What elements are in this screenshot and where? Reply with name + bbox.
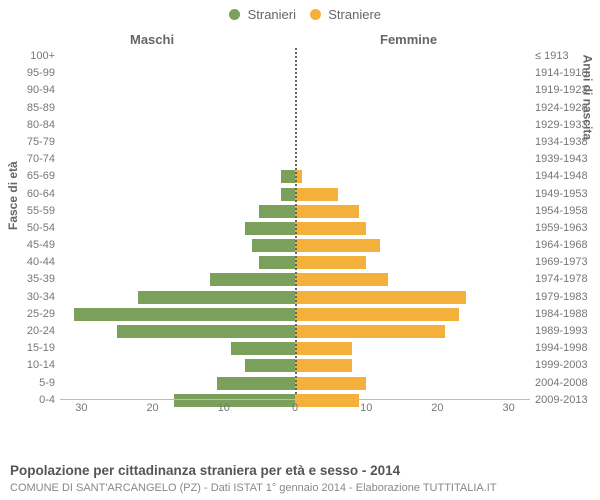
age-label: 30-34 xyxy=(10,289,55,306)
legend-label-female: Straniere xyxy=(328,7,381,22)
age-label: 100+ xyxy=(10,48,55,65)
age-label: 75-79 xyxy=(10,134,55,151)
birth-years-label: 2004-2008 xyxy=(535,375,595,392)
bar-male xyxy=(281,170,295,183)
legend-label-male: Stranieri xyxy=(248,7,296,22)
birth-years-label: 1984-1988 xyxy=(535,306,595,323)
chart-source: COMUNE DI SANT'ARCANGELO (PZ) - Dati IST… xyxy=(10,482,497,494)
birth-years-label: 1924-1928 xyxy=(535,100,595,117)
bar-female xyxy=(295,342,352,355)
bar-female xyxy=(295,205,359,218)
birth-years-label: 1959-1963 xyxy=(535,220,595,237)
x-tick-label: 20 xyxy=(431,402,443,414)
birth-years-label: 1934-1938 xyxy=(535,134,595,151)
age-label: 10-14 xyxy=(10,357,55,374)
bar-female xyxy=(295,222,366,235)
x-axis: 30 20 10 0 10 20 30 xyxy=(60,399,530,428)
legend: Stranieri Straniere xyxy=(0,6,600,22)
x-tick-label: 20 xyxy=(146,402,158,414)
age-label: 85-89 xyxy=(10,100,55,117)
bar-male xyxy=(252,239,295,252)
plot-area: 100+≤ 191395-991914-191890-941919-192385… xyxy=(60,48,530,428)
age-label: 90-94 xyxy=(10,82,55,99)
birth-years-label: 1964-1968 xyxy=(535,237,595,254)
bar-female xyxy=(295,188,338,201)
age-label: 0-4 xyxy=(10,392,55,409)
bar-male xyxy=(231,342,295,355)
age-label: 50-54 xyxy=(10,220,55,237)
birth-years-label: 1979-1983 xyxy=(535,289,595,306)
age-label: 95-99 xyxy=(10,65,55,82)
age-label: 5-9 xyxy=(10,375,55,392)
birth-years-label: ≤ 1913 xyxy=(535,48,595,65)
bar-female xyxy=(295,239,380,252)
age-label: 60-64 xyxy=(10,186,55,203)
age-label: 80-84 xyxy=(10,117,55,134)
population-pyramid-chart: Stranieri Straniere Maschi Femmine Fasce… xyxy=(0,0,600,500)
x-tick-label: 30 xyxy=(75,402,87,414)
age-label: 25-29 xyxy=(10,306,55,323)
bar-male xyxy=(74,308,295,321)
bar-female xyxy=(295,325,445,338)
bar-female xyxy=(295,308,459,321)
x-tick-label: 10 xyxy=(218,402,230,414)
birth-years-label: 1944-1948 xyxy=(535,168,595,185)
column-header-female: Femmine xyxy=(380,32,437,47)
bar-female xyxy=(295,256,366,269)
legend-swatch-female xyxy=(310,9,321,20)
x-tick-label: 30 xyxy=(503,402,515,414)
age-label: 45-49 xyxy=(10,237,55,254)
birth-years-label: 1939-1943 xyxy=(535,151,595,168)
age-label: 70-74 xyxy=(10,151,55,168)
age-label: 55-59 xyxy=(10,203,55,220)
bar-male xyxy=(259,205,295,218)
age-label: 20-24 xyxy=(10,323,55,340)
birth-years-label: 2009-2013 xyxy=(535,392,595,409)
bar-female xyxy=(295,377,366,390)
bar-male xyxy=(245,359,295,372)
legend-swatch-male xyxy=(229,9,240,20)
age-label: 65-69 xyxy=(10,168,55,185)
bar-male xyxy=(259,256,295,269)
birth-years-label: 1999-2003 xyxy=(535,357,595,374)
bar-male xyxy=(217,377,295,390)
x-tick-label: 0 xyxy=(292,402,298,414)
bar-male xyxy=(117,325,295,338)
bar-female xyxy=(295,291,466,304)
birth-years-label: 1954-1958 xyxy=(535,203,595,220)
birth-years-label: 1989-1993 xyxy=(535,323,595,340)
column-header-male: Maschi xyxy=(130,32,174,47)
x-tick-label: 10 xyxy=(360,402,372,414)
bar-female xyxy=(295,359,352,372)
age-label: 35-39 xyxy=(10,271,55,288)
birth-years-label: 1914-1918 xyxy=(535,65,595,82)
birth-years-label: 1974-1978 xyxy=(535,271,595,288)
bar-female xyxy=(295,273,388,286)
age-label: 15-19 xyxy=(10,340,55,357)
bar-male xyxy=(210,273,295,286)
birth-years-label: 1994-1998 xyxy=(535,340,595,357)
bar-male xyxy=(281,188,295,201)
birth-years-label: 1919-1923 xyxy=(535,82,595,99)
birth-years-label: 1949-1953 xyxy=(535,186,595,203)
age-label: 40-44 xyxy=(10,254,55,271)
bar-male xyxy=(138,291,295,304)
bar-male xyxy=(245,222,295,235)
birth-years-label: 1969-1973 xyxy=(535,254,595,271)
birth-years-label: 1929-1933 xyxy=(535,117,595,134)
chart-title: Popolazione per cittadinanza straniera p… xyxy=(10,463,400,478)
center-axis-line xyxy=(295,48,297,394)
